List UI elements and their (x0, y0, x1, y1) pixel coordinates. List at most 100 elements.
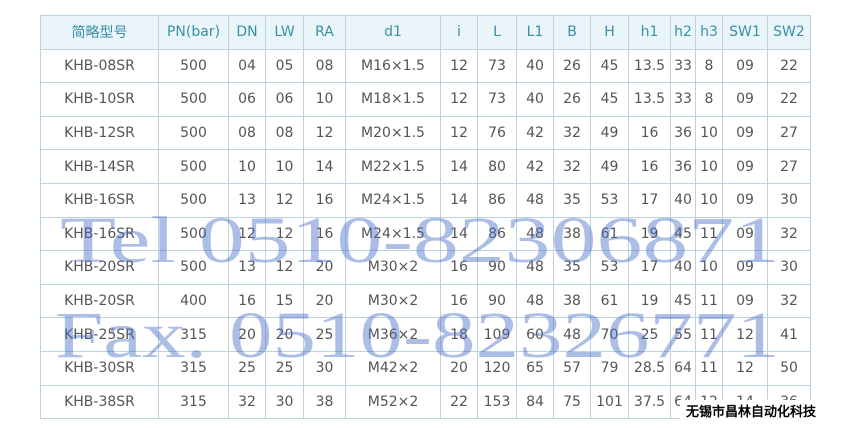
table-cell: 14 (440, 216, 478, 252)
table-cell: 48 (516, 182, 554, 218)
table-cell: 55 (670, 317, 696, 352)
table-cell: 32 (553, 115, 591, 151)
table-cell: 11 (695, 350, 723, 386)
table-cell: KHB-20SR (40, 250, 159, 285)
table-cell: 19 (628, 283, 671, 319)
table-cell: M22×1.5 (345, 149, 441, 184)
table-cell: 09 (722, 48, 768, 84)
table-cell: KHB-30SR (40, 350, 159, 386)
table-cell: 33 (670, 48, 696, 84)
table-cell: 12 (228, 216, 266, 252)
table-cell: 500 (158, 82, 229, 117)
table-cell: 10 (265, 149, 304, 184)
table-cell: 20 (265, 317, 304, 352)
table-cell: 79 (590, 350, 629, 386)
table-cell: 12 (722, 317, 768, 352)
table-cell: 109 (477, 317, 517, 352)
table-cell: 08 (265, 115, 304, 151)
table-cell: 53 (590, 250, 629, 285)
table-cell: 30 (265, 384, 304, 420)
table-cell: 32 (553, 149, 591, 184)
table-cell: KHB-25SR (40, 317, 159, 352)
table-cell: 13 (228, 182, 266, 218)
table-cell: 16 (303, 216, 346, 252)
table-row: KHB-20SR 400 16 15 20 M30×2 16 90 48 38 61 19 45 11 09… (40, 283, 811, 319)
table-cell: 53 (590, 182, 629, 218)
table-cell: 10 (695, 250, 723, 285)
table-cell: 40 (670, 250, 696, 285)
table-cell: 86 (477, 216, 517, 252)
table-cell: 20 (303, 283, 346, 319)
table-cell: KHB-16SR (40, 216, 159, 252)
table-cell: 500 (158, 216, 229, 252)
table-cell: 48 (516, 250, 554, 285)
table-row: KHB-08SR 500 04 05 08 M16×1.5 12 73 40 26 45 13.5 33… (40, 48, 811, 84)
table-cell: 75 (553, 384, 591, 420)
table-cell: KHB-38SR (40, 384, 159, 420)
table-cell: 8 (695, 48, 723, 84)
table-cell: 16 (440, 283, 478, 319)
table-cell: 04 (228, 48, 266, 84)
table-cell: 20 (228, 317, 266, 352)
table-cell: 32 (228, 384, 266, 420)
table-cell: 40 (516, 48, 554, 84)
table-cell: 13 (228, 250, 266, 285)
table-cell: KHB-10SR (40, 82, 159, 117)
table-cell: 153 (477, 384, 517, 420)
table-cell: 27 (767, 115, 811, 151)
table-cell: 50 (767, 350, 811, 386)
header-cell: H (590, 15, 629, 50)
table-cell: 05 (265, 48, 304, 84)
table-cell: 09 (722, 283, 768, 319)
header-cell: h2 (670, 15, 696, 50)
table-cell: M24×1.5 (345, 182, 441, 218)
table-cell: 15 (265, 283, 304, 319)
table-cell: M30×2 (345, 283, 441, 319)
table-cell: 08 (303, 48, 346, 84)
table-cell: 09 (722, 82, 768, 117)
table-cell: 26 (553, 82, 591, 117)
table-cell: 48 (516, 216, 554, 252)
header-cell: RA (303, 15, 346, 50)
table-cell: 73 (477, 48, 517, 84)
table-row: KHB-16SR 500 13 12 16 M24×1.5 14 86 48 35 53 17 40 10… (40, 182, 811, 218)
table-row: KHB-38SR315323038M52×222153847510137.564… (40, 384, 811, 420)
table-cell: 10 (695, 182, 723, 218)
table-cell: 101 (590, 384, 629, 420)
table-cell: M36×2 (345, 317, 441, 352)
table-row: KHB-12SR 500 08 08 12 M20×1.5 12 76 42 32 49 16 36 10… (40, 115, 811, 151)
table-cell: 08 (228, 115, 266, 151)
table-cell: KHB-08SR (40, 48, 159, 84)
table-cell: 90 (477, 283, 517, 319)
table-cell: 42 (516, 149, 554, 184)
header-cell: i (440, 15, 478, 50)
header-cell: d1 (345, 15, 441, 50)
table-cell: 500 (158, 250, 229, 285)
header-cell: SW2 (767, 15, 811, 50)
table-cell: 16 (628, 149, 671, 184)
table-cell: 25 (228, 350, 266, 386)
table-cell: 11 (695, 317, 723, 352)
table-cell: 09 (722, 250, 768, 285)
table-cell: 73 (477, 82, 517, 117)
table-cell: 84 (516, 384, 554, 420)
table-cell: 60 (516, 317, 554, 352)
table-cell: 16 (628, 115, 671, 151)
table-cell: M24×1.5 (345, 216, 441, 252)
table-cell: 12 (440, 48, 478, 84)
table-cell: 25 (303, 317, 346, 352)
table-cell: 37.5 (628, 384, 671, 420)
table-row: KHB-25SR 315 20 20 25 M36×2 18 109 60 48 70 25 55 11 1… (40, 317, 811, 352)
table-cell: 45 (670, 216, 696, 252)
table-cell: 13.5 (628, 82, 671, 117)
table-cell: 32 (767, 283, 811, 319)
table-cell: 61 (590, 283, 629, 319)
header-cell: DN (228, 15, 266, 50)
table-cell: 12 (265, 182, 304, 218)
table-cell: M30×2 (345, 250, 441, 285)
table-row: KHB-14SR 500 10 10 14 M22×1.5 14 80 42 32 49 16 36 10… (40, 149, 811, 184)
table-row: KHB-20SR 500 13 12 20 M30×2 16 90 48 35 53 17 40 10 09… (40, 250, 811, 285)
table-cell: 30 (767, 182, 811, 218)
table-cell: 45 (590, 48, 629, 84)
table-cell: 65 (516, 350, 554, 386)
